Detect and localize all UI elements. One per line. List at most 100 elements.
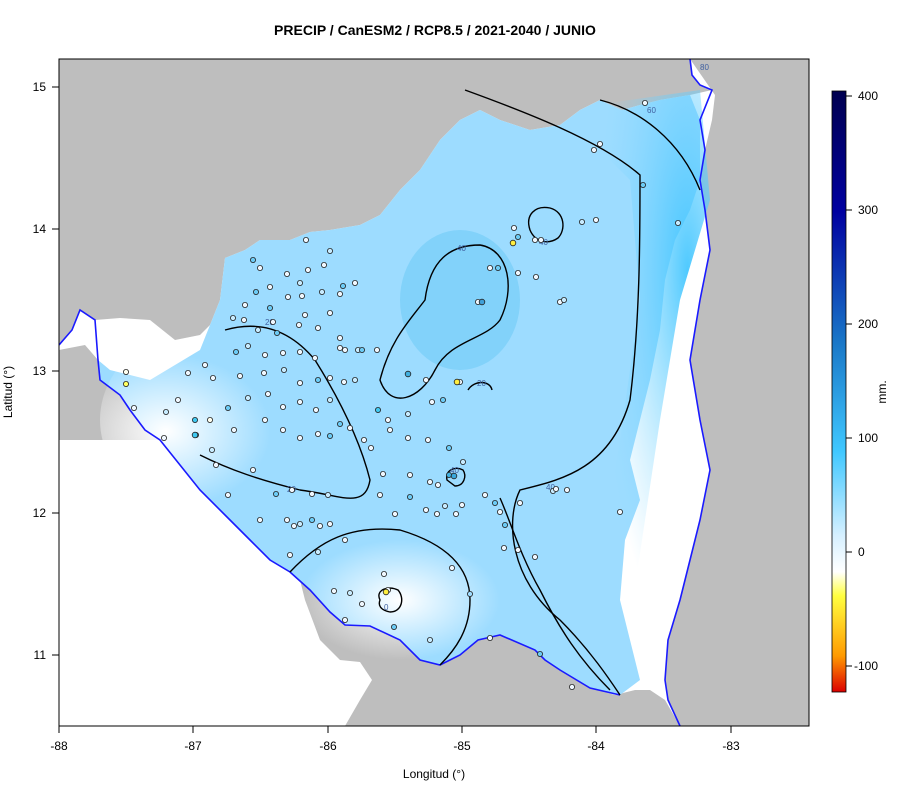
station-point — [261, 351, 268, 358]
station-point — [433, 510, 440, 517]
station-point — [280, 366, 287, 373]
station-point — [283, 270, 290, 277]
station-point — [424, 436, 431, 443]
x-axis-label: Longitud (°) — [403, 767, 465, 781]
station-point — [191, 431, 199, 439]
station-point — [174, 396, 181, 403]
station-point — [209, 374, 216, 381]
colorbar-tick-label: 0 — [858, 545, 865, 559]
station-point — [269, 318, 276, 325]
station-point — [500, 545, 507, 552]
station-point — [336, 344, 343, 351]
station-point — [249, 466, 256, 473]
contour-label: 20 — [265, 318, 274, 327]
east-wet-shading — [560, 90, 710, 690]
station-point — [266, 304, 273, 311]
station-point — [486, 264, 493, 271]
station-point — [374, 406, 381, 413]
station-point — [339, 282, 346, 289]
station-point — [326, 247, 333, 254]
station-point — [302, 236, 309, 243]
station-point — [230, 426, 237, 433]
station-point — [379, 470, 386, 477]
station-point — [346, 590, 353, 597]
x-tick-label: -83 — [722, 739, 740, 753]
station-point — [314, 376, 321, 383]
station-point — [591, 146, 598, 153]
station-point — [318, 288, 325, 295]
station-point — [453, 378, 461, 386]
station-point — [254, 326, 261, 333]
station-point — [256, 517, 263, 524]
colorbar-tick-label: 300 — [858, 203, 878, 217]
station-point — [261, 416, 268, 423]
station-point — [229, 314, 236, 321]
contour-label: 40 — [546, 483, 555, 492]
station-point — [459, 458, 466, 465]
contour-label: 40 — [457, 244, 466, 253]
station-point — [428, 398, 435, 405]
station-point — [326, 309, 333, 316]
station-point — [130, 404, 137, 411]
station-point — [532, 236, 539, 243]
station-point — [537, 651, 544, 658]
x-tick-label: -85 — [453, 739, 471, 753]
contour-label: 0 — [384, 603, 389, 612]
y-tick-label: 11 — [34, 648, 47, 662]
x-tick-label: -87 — [184, 739, 202, 753]
station-point — [260, 369, 267, 376]
caribbean-landmass — [665, 59, 809, 726]
station-point — [494, 264, 501, 271]
station-point — [481, 491, 488, 498]
station-point — [326, 521, 333, 528]
station-point — [358, 346, 365, 353]
station-point — [191, 416, 198, 423]
station-point — [341, 346, 348, 353]
station-point — [422, 376, 429, 383]
station-point — [501, 522, 508, 529]
station-point — [244, 394, 251, 401]
station-point — [642, 100, 649, 107]
station-point — [491, 499, 498, 506]
station-point — [308, 490, 315, 497]
station-point — [445, 444, 452, 451]
station-point — [336, 290, 343, 297]
station-point — [569, 684, 576, 691]
station-point — [244, 342, 251, 349]
station-point — [279, 403, 286, 410]
station-point — [515, 233, 522, 240]
contour-label: 40 — [450, 466, 459, 475]
station-point — [579, 218, 586, 225]
nicaragua-territory — [98, 95, 700, 695]
station-point — [311, 354, 318, 361]
colorbar-unit-label: mm. — [875, 380, 889, 403]
station-point — [184, 369, 191, 376]
station-point — [458, 501, 465, 508]
station-point — [312, 406, 319, 413]
station-point — [384, 416, 391, 423]
station-point — [445, 471, 452, 478]
contour-label: 80 — [700, 63, 709, 72]
station-point — [496, 508, 503, 515]
west-dry-shading — [100, 310, 400, 530]
station-point — [404, 410, 411, 417]
station-point — [288, 486, 295, 493]
station-point — [617, 508, 624, 515]
central-wet-shading — [400, 230, 520, 370]
station-point — [340, 378, 347, 385]
station-point — [439, 396, 446, 403]
station-point — [296, 434, 303, 441]
station-point — [380, 571, 387, 578]
station-point — [406, 493, 413, 500]
station-point — [283, 517, 290, 524]
station-point — [279, 426, 286, 433]
station-point — [532, 554, 539, 561]
colorbar-tick-label: -100 — [854, 659, 878, 673]
station-point — [336, 420, 343, 427]
y-tick-label: 12 — [33, 506, 47, 520]
station-point — [330, 588, 337, 595]
x-tick-label: -84 — [587, 739, 605, 753]
plot-area: 0 20 40 60 80 20 40 40 40 20 — [59, 59, 809, 726]
station-point — [452, 510, 459, 517]
station-point — [360, 436, 367, 443]
